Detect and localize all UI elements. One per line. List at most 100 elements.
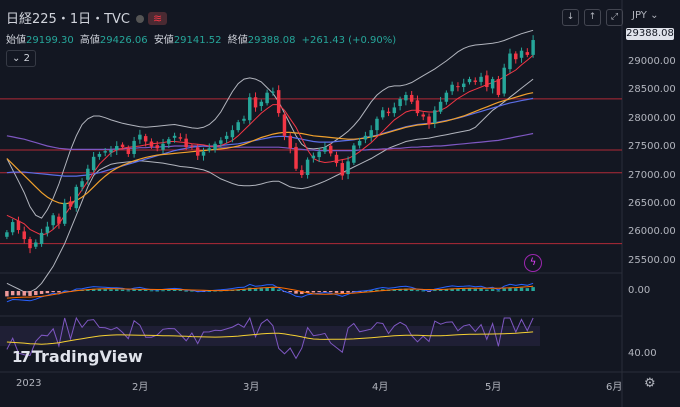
candle-body: [103, 151, 107, 153]
candle-body: [317, 151, 321, 158]
candle-body: [288, 135, 292, 149]
candle-body: [195, 147, 200, 156]
macd-histogram-bar: [10, 291, 15, 296]
macd-histogram-bar: [62, 290, 67, 292]
rsi-line: [6, 316, 534, 360]
time-axis-tick: 6月: [606, 382, 623, 393]
high-label: 高値: [79, 35, 100, 46]
macd-histogram-bar: [51, 291, 55, 293]
macd-histogram-bar: [271, 287, 275, 291]
arrow-up-button[interactable]: ↑: [584, 9, 601, 26]
macd-histogram-bar: [167, 289, 171, 291]
candle-body: [22, 231, 26, 240]
rsi-signal-line: [6, 331, 534, 345]
macd-histogram-bar: [490, 289, 495, 291]
candle-body: [242, 118, 246, 121]
macd-histogram-bar: [363, 290, 368, 292]
open-label: 始値: [6, 35, 26, 46]
candle-body: [363, 135, 368, 140]
candle-body: [346, 161, 350, 175]
candle-body: [392, 107, 397, 114]
ohlc-legend: 始値29199.30 高値29426.06 安値29141.52 終値29388…: [6, 31, 399, 46]
candle-body: [207, 148, 212, 151]
macd-histogram-bar: [294, 291, 298, 294]
candle-body: [219, 140, 223, 144]
candle-body: [230, 130, 235, 138]
candle-body: [531, 40, 535, 55]
chevron-down-icon: ⌄: [12, 53, 21, 64]
candle-body: [57, 216, 61, 224]
bollinger-lower-line: [6, 78, 534, 293]
macd-histogram-bar: [485, 289, 489, 291]
candle-body: [300, 170, 304, 175]
macd-histogram-bar: [450, 288, 454, 291]
candle-body: [28, 239, 32, 249]
macd-histogram-bar: [265, 287, 269, 291]
macd-histogram-bar: [288, 291, 292, 293]
candle-body: [467, 79, 472, 83]
macd-histogram-bar: [514, 288, 518, 291]
macd-histogram-bar: [276, 289, 281, 291]
price-axis-tick: 27500.00: [628, 141, 676, 153]
last-price-tag: 29388.08: [626, 28, 674, 40]
tradingview-logo: 17 TradingView: [12, 347, 143, 366]
candle-body: [450, 84, 454, 92]
currency-selector[interactable]: JPY ⌄: [632, 10, 658, 21]
candle-body: [178, 137, 183, 139]
candle-body: [276, 90, 281, 114]
candle-body: [490, 79, 495, 89]
candle-body: [352, 145, 356, 163]
fullscreen-button[interactable]: ⤢: [606, 9, 623, 26]
price-axis-tick: 26500.00: [628, 197, 676, 209]
macd-histogram-bar: [22, 291, 26, 296]
candle-body: [248, 97, 252, 121]
candle-body: [438, 101, 443, 112]
macd-histogram-bar: [242, 289, 246, 291]
macd-histogram-bar: [328, 291, 333, 293]
price-axis-tick: 28000.00: [628, 112, 676, 124]
events-lightning-icon[interactable]: ϟ: [524, 254, 542, 272]
macd-histogram-bar: [525, 288, 530, 291]
price-axis-tick: 26000.00: [628, 226, 676, 238]
macd-histogram-bar: [5, 291, 9, 297]
macd-histogram-bar: [340, 291, 345, 294]
candle-body: [525, 52, 530, 55]
candle-body: [161, 143, 165, 150]
gear-icon[interactable]: ⚙: [644, 376, 656, 391]
macd-histogram-bar: [143, 289, 148, 291]
candle-body: [305, 159, 310, 175]
candle-body: [143, 136, 148, 142]
ma-long-line: [6, 97, 534, 177]
macd-histogram-bar: [433, 290, 437, 292]
macd-histogram-bar: [369, 290, 373, 292]
macd-histogram-bar: [28, 291, 32, 296]
rsi-band: [0, 326, 540, 346]
candle-body: [461, 83, 466, 88]
candle-body: [39, 232, 44, 244]
bollinger-upper-line: [6, 29, 534, 219]
time-axis-tick: 4月: [372, 382, 389, 393]
macd-histogram-bar: [109, 289, 113, 291]
candle-body: [62, 202, 67, 224]
macd-histogram-bar: [184, 290, 188, 292]
candle-body: [86, 168, 90, 180]
time-axis-tick: 5月: [485, 382, 502, 393]
candle-body: [109, 150, 113, 153]
macd-histogram-bar: [126, 290, 131, 292]
macd-histogram-bar: [248, 287, 252, 291]
macd-histogram-bar: [120, 289, 125, 291]
candle-body: [45, 226, 50, 233]
symbol-title[interactable]: 日経225・1日・TVC ≋: [6, 8, 168, 27]
candle-body: [259, 101, 264, 107]
delay-badge[interactable]: ≋: [148, 12, 168, 25]
rsi-axis-tick: 40.00: [628, 348, 657, 359]
candle-body: [155, 145, 159, 149]
arrow-down-button[interactable]: ↓: [562, 9, 579, 26]
candle-body: [496, 79, 501, 95]
macd-histogram-bar: [132, 289, 136, 291]
indicators-toggle[interactable]: ⌄ 2: [6, 50, 36, 67]
high-value: 29426.06: [99, 35, 148, 46]
macd-histogram-bar: [438, 289, 443, 291]
candle-body: [415, 100, 420, 114]
